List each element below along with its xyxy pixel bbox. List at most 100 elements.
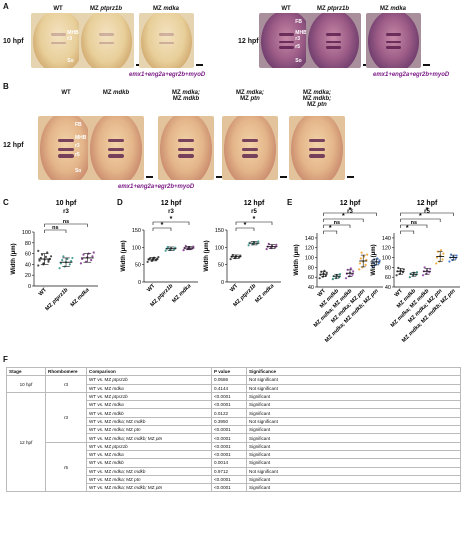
data-point xyxy=(429,267,432,270)
scale-bar xyxy=(347,176,354,178)
cell-p-value: <0.0001 xyxy=(211,483,247,493)
category-label: WT xyxy=(394,288,405,299)
data-point xyxy=(58,267,61,270)
y-axis-label: Width (μm) xyxy=(204,240,210,271)
data-point xyxy=(377,262,380,265)
panel-b-label-1: MZ mdkb xyxy=(102,90,130,96)
cell-comparison: WT vs. MZ ptprz1b xyxy=(86,375,212,385)
cell-p-value: <0.0001 xyxy=(211,391,247,402)
data-point xyxy=(358,268,361,271)
panel-letter-b: B xyxy=(3,82,9,91)
comparison-bracket xyxy=(152,221,190,225)
scale-bar xyxy=(423,64,430,66)
data-point xyxy=(71,256,74,260)
data-point xyxy=(59,262,62,265)
chart-subtitle: r5 xyxy=(251,209,257,215)
scale-bar xyxy=(146,176,153,178)
comparison-label: * xyxy=(426,207,429,214)
data-point xyxy=(91,255,94,258)
y-tick-label: 80 xyxy=(25,241,31,247)
data-point xyxy=(247,244,250,247)
cell-comparison: WT vs. MZ mdka xyxy=(86,449,212,460)
mark-fb: FB xyxy=(74,122,82,129)
data-point xyxy=(66,257,69,261)
data-point xyxy=(37,264,40,267)
table-row: 10 hpf r3 WT vs. MZ ptprz1b 0.0586 Not signi… xyxy=(6,375,461,393)
cell-p-value: <0.0001 xyxy=(211,425,247,435)
panel-a-right-label-2: MZ mdka xyxy=(379,6,406,12)
category-label: WT xyxy=(229,283,240,294)
data-point xyxy=(44,255,48,258)
cell-rhombomere: r5 xyxy=(45,441,87,493)
data-point xyxy=(239,254,242,257)
data-point xyxy=(265,247,268,251)
cell-comparison: WT vs. MZ mdka; MZ mdkb xyxy=(86,466,212,476)
data-point xyxy=(70,260,73,263)
data-point xyxy=(351,273,354,276)
data-point xyxy=(359,257,362,260)
category-label: MZ mdka xyxy=(171,283,192,304)
panel-a-left-embryo-1 xyxy=(79,13,134,68)
chart-subtitle: r3 xyxy=(63,209,69,215)
data-point xyxy=(47,258,50,262)
y-tick-label: 100 xyxy=(22,230,31,236)
cell-p-value: 0.4144 xyxy=(211,383,247,393)
data-point xyxy=(39,256,42,260)
y-tick-label: 100 xyxy=(382,256,391,262)
panel-b-label-3: MZ mdka; MZ ptn xyxy=(235,90,264,102)
data-point xyxy=(49,255,53,258)
data-point xyxy=(41,253,44,256)
mark-r3: r3 xyxy=(295,36,301,43)
category-label: WT xyxy=(38,287,49,298)
panel-letter-c: C xyxy=(3,198,9,207)
comparison-label: * xyxy=(329,225,332,232)
cell-comparison: WT vs. MZ mdkb xyxy=(86,458,212,468)
y-tick-label: 140 xyxy=(305,236,314,242)
cell-comparison: WT vs. MZ ptprz1b xyxy=(86,391,212,402)
category-label: MZ mdka xyxy=(70,287,91,308)
cell-p-value: 0.9712 xyxy=(211,466,247,476)
data-point xyxy=(61,258,64,262)
data-point xyxy=(435,262,438,265)
comparison-bracket xyxy=(400,212,454,216)
y-tick-label: 20 xyxy=(25,273,31,279)
y-tick-label: 60 xyxy=(25,252,31,258)
y-tick-label: 100 xyxy=(132,245,141,251)
data-point xyxy=(349,267,352,270)
data-point xyxy=(366,253,369,256)
data-point xyxy=(364,263,367,267)
panel-b-embryo-3 xyxy=(222,116,278,180)
cell-significance: Not significant xyxy=(246,375,461,385)
panel-letter-e: E xyxy=(287,198,293,207)
panel-a-left-embryo-2 xyxy=(139,13,194,68)
panel-b-label-4: MZ mdka; MZ mdkb; MZ ptn xyxy=(302,90,332,108)
data-point xyxy=(423,266,426,269)
cell-comparison: WT vs. MZ mdka; MZ mdkb xyxy=(86,416,212,427)
cell-p-value: 0.0014 xyxy=(211,458,247,468)
y-tick-label: 80 xyxy=(385,265,391,271)
comparison-bracket xyxy=(152,227,172,231)
data-point xyxy=(402,268,405,271)
mark-so: So xyxy=(295,58,302,65)
cell-comparison: WT vs. MZ mdka xyxy=(86,400,212,410)
data-point xyxy=(360,251,363,254)
cell-comparison: WT vs. MZ mdka; MZ mdkb; MZ ptn xyxy=(86,433,212,443)
cell-significance: Significant xyxy=(246,433,461,443)
cell-significance: Significant xyxy=(246,400,461,410)
cell-significance: Not significant xyxy=(246,466,461,476)
cell-significance: Significant xyxy=(246,391,461,402)
panel-a-left-stage: 10 hpf xyxy=(3,38,24,45)
chart-title: 12 hpf xyxy=(244,200,265,207)
mark-r3: r3 xyxy=(67,36,73,43)
comparison-label: * xyxy=(161,222,164,229)
data-point xyxy=(182,249,185,252)
data-point xyxy=(157,255,160,259)
y-tick-label: 100 xyxy=(305,256,314,262)
y-tick-label: 140 xyxy=(382,236,391,242)
chart-title: 10 hpf xyxy=(56,200,77,207)
